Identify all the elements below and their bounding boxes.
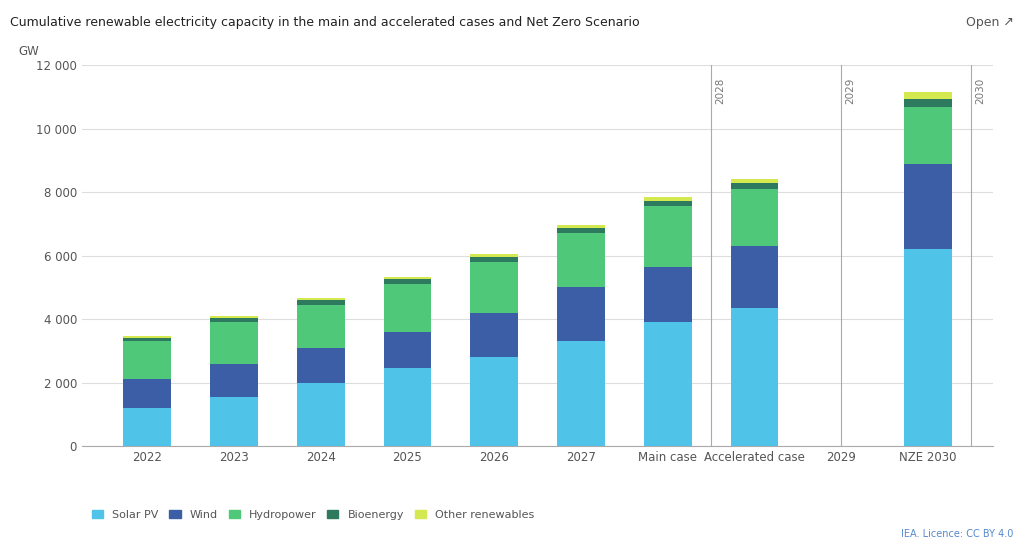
Bar — [557, 228, 605, 233]
Bar — [904, 107, 952, 164]
Bar — [557, 287, 605, 342]
Bar — [644, 201, 691, 207]
Bar — [731, 246, 778, 308]
Bar — [470, 357, 518, 446]
Bar — [123, 342, 171, 380]
Bar — [557, 225, 605, 228]
Bar — [904, 98, 952, 107]
Bar — [297, 305, 344, 348]
Bar — [384, 284, 431, 332]
Bar — [123, 337, 171, 342]
Text: Cumulative renewable electricity capacity in the main and accelerated cases and : Cumulative renewable electricity capacit… — [10, 16, 640, 29]
Bar — [470, 313, 518, 357]
Bar — [557, 342, 605, 446]
Bar — [470, 254, 518, 257]
Bar — [210, 363, 258, 397]
Bar — [644, 197, 691, 201]
Bar — [210, 316, 258, 318]
Text: IEA. Licence: CC BY 4.0: IEA. Licence: CC BY 4.0 — [901, 529, 1014, 539]
Bar — [210, 322, 258, 363]
Bar — [210, 397, 258, 446]
Bar — [731, 183, 778, 189]
Bar — [904, 249, 952, 446]
Bar — [210, 318, 258, 322]
Bar — [731, 189, 778, 246]
Bar — [644, 207, 691, 267]
Bar — [470, 257, 518, 262]
Bar — [470, 262, 518, 313]
Bar — [297, 298, 344, 300]
Bar — [384, 368, 431, 446]
Text: 2028: 2028 — [716, 78, 725, 104]
Text: Open ↗: Open ↗ — [966, 16, 1014, 29]
Bar — [123, 408, 171, 446]
Bar — [644, 322, 691, 446]
Bar — [384, 277, 431, 280]
Bar — [297, 348, 344, 382]
Bar — [384, 280, 431, 284]
Bar — [644, 267, 691, 322]
Bar — [731, 179, 778, 183]
Bar — [123, 380, 171, 408]
Text: 2029: 2029 — [846, 78, 856, 104]
Bar — [297, 300, 344, 305]
Bar — [297, 382, 344, 446]
Bar — [904, 92, 952, 98]
Bar — [557, 233, 605, 287]
Bar — [731, 308, 778, 446]
Bar — [384, 332, 431, 368]
Text: 2030: 2030 — [976, 78, 986, 104]
Legend: Solar PV, Wind, Hydropower, Bioenergy, Other renewables: Solar PV, Wind, Hydropower, Bioenergy, O… — [87, 505, 539, 524]
Text: GW: GW — [18, 45, 39, 58]
Bar — [123, 336, 171, 337]
Bar — [904, 164, 952, 249]
